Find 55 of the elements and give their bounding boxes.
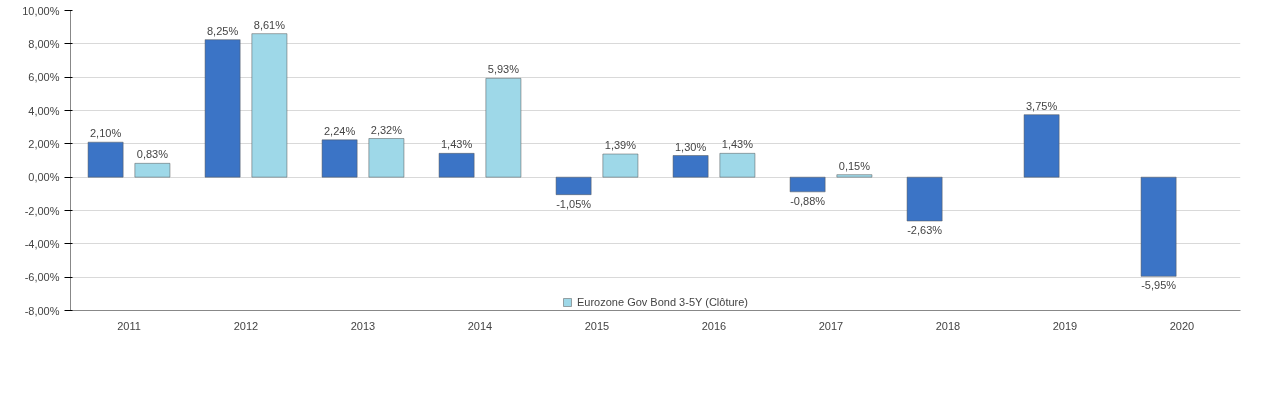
- bar: [555, 176, 592, 195]
- y-tick-label: 10,00%: [22, 4, 60, 17]
- x-tick-label: 2020: [1169, 319, 1195, 332]
- y-tick-label: 0,00%: [28, 171, 60, 184]
- bar: [602, 153, 639, 178]
- data-label: -1,05%: [556, 197, 592, 210]
- bar: [485, 78, 522, 178]
- bar: [906, 176, 943, 222]
- data-label: 2,10%: [90, 127, 122, 140]
- bar: [1140, 176, 1177, 277]
- y-tick-label: -8,00%: [24, 304, 60, 317]
- data-label: 1,43%: [721, 138, 754, 151]
- x-tick-label: 2016: [701, 319, 727, 332]
- bar: [719, 153, 756, 178]
- y-tick-label: -4,00%: [24, 237, 60, 250]
- bar: [204, 39, 241, 178]
- data-label: 5,93%: [487, 63, 520, 76]
- x-tick-label: 2013: [350, 319, 376, 332]
- bar: [672, 155, 709, 178]
- x-tick-label: 2017: [818, 319, 844, 332]
- data-label: 0,83%: [136, 148, 169, 161]
- bar: [251, 33, 288, 178]
- y-tick-label: -6,00%: [24, 271, 60, 284]
- x-tick-label: 2011: [117, 319, 141, 332]
- x-tick-label: 2015: [584, 319, 610, 332]
- bar: [789, 176, 826, 193]
- data-label: -2,63%: [907, 224, 943, 236]
- x-tick-label: 2014: [467, 319, 493, 332]
- data-label: 2,32%: [370, 123, 403, 136]
- data-label: 0,15%: [838, 159, 871, 172]
- legend-label: Eurozone Gov Bond 3-5Y (Clôture): [577, 296, 748, 308]
- bar: [368, 138, 405, 178]
- bar: [836, 174, 873, 178]
- data-label: 1,39%: [604, 139, 637, 151]
- bar: [134, 163, 171, 178]
- x-tick-label: 2012: [233, 319, 259, 332]
- data-label: 1,30%: [675, 140, 707, 153]
- y-tick-label: 2,00%: [28, 137, 60, 150]
- y-tick-label: 6,00%: [28, 71, 60, 84]
- bar: [438, 153, 475, 178]
- data-label: 3,75%: [1026, 99, 1058, 112]
- x-tick-label: 2019: [1052, 319, 1078, 332]
- data-label: 8,61%: [253, 18, 286, 31]
- data-label: 8,25%: [207, 24, 239, 37]
- data-label: -5,95%: [1141, 279, 1177, 292]
- bar: [321, 139, 358, 178]
- y-tick-label: -2,00%: [24, 204, 60, 217]
- y-tick-label: 8,00%: [28, 37, 60, 50]
- data-label: -0,88%: [790, 194, 826, 207]
- y-tick-label: 4,00%: [28, 104, 60, 117]
- x-tick-label: 2018: [935, 319, 961, 332]
- bar: [1023, 114, 1060, 178]
- bar: [87, 141, 124, 178]
- data-label: 2,24%: [324, 124, 356, 137]
- data-label: 1,43%: [441, 138, 473, 151]
